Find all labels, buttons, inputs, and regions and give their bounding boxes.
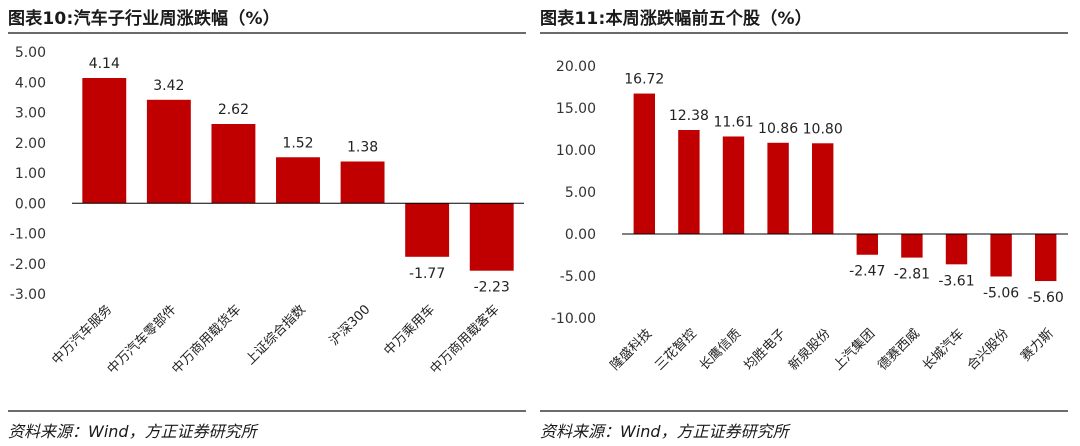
y-tick-label: 3.00 [15,106,46,122]
bar [856,234,879,255]
y-tick-label: 0.00 [15,196,46,212]
category-label: 中万乘用车 [381,302,438,359]
bar [276,157,320,204]
bar [1034,234,1057,282]
category-label: 合兴股份 [965,326,1012,373]
bar [811,143,834,234]
data-label: -2.81 [894,267,930,283]
data-label: 11.61 [713,114,753,130]
source-note: 资料来源：Wind，方正证券研究所 [540,422,789,441]
data-label: 10.86 [758,121,798,137]
category-label: 上汽集团 [830,326,878,374]
chart-panel-right: 图表11:本周涨跌幅前五个股（%） 20.00 15.00 10.00 5.00 0.0… [540,0,1070,446]
bar [767,142,789,234]
data-label: 1.52 [282,135,313,151]
y-tick-label: 15.00 [556,101,596,117]
y-tick-label: -2.00 [10,257,46,273]
data-label: 2.62 [218,102,249,118]
bar [678,130,700,234]
category-label: 上证综合指数 [243,302,309,368]
category-label: 中万汽车服务 [49,302,115,368]
source-note: 资料来源：Wind，方正证券研究所 [8,422,257,441]
category-label: 长城汽车 [919,326,967,374]
data-label: 4.14 [89,56,120,72]
bar [82,78,127,204]
category-label: 长鹰信质 [696,326,744,374]
bar [901,234,923,258]
y-tick-label: 1.00 [15,166,46,182]
y-tick-label: -10.00 [551,311,596,327]
data-label: -3.61 [938,273,974,289]
data-label: -5.60 [1028,290,1064,306]
chart-title: 图表10:汽车子行业周涨跌幅（%） [8,9,280,29]
y-tick-label: 5.00 [565,185,596,201]
y-tick-label: -3.00 [10,287,46,303]
footer-rule [540,410,1068,412]
bar [469,203,514,271]
category-label: 中万商用载货车 [169,302,245,378]
data-label: 16.72 [624,72,664,88]
data-label: -5.06 [983,286,1019,302]
data-label: 12.38 [669,108,709,124]
bar [211,123,256,204]
data-label: -2.47 [849,264,885,280]
y-tick-label: -1.00 [10,227,46,243]
bar [722,136,745,234]
category-label: 中万汽车零部件 [104,302,180,378]
bar-chart-sw-subsectors: 5.00 4.00 3.00 2.00 1.00 0.00 -1.00 -2.00 -3.00 4… [10,45,524,378]
data-label: -1.77 [409,266,445,282]
data-label: -2.23 [474,280,510,296]
category-label: 沪深300 [326,302,373,349]
data-label: 10.80 [803,121,843,137]
data-label: 1.38 [347,140,378,156]
category-label: 均胜电子 [742,326,789,373]
y-tick-label: -5.00 [560,269,596,285]
bar [633,93,656,234]
title-rule [8,32,526,34]
category-label: 新泉股份 [785,326,833,374]
category-label: 三花智控 [652,326,700,374]
y-tick-label: 2.00 [15,136,46,152]
chart-title: 图表11:本周涨跌幅前五个股（%） [540,9,812,29]
category-label: 隆盛科技 [608,326,655,373]
bar [405,203,450,257]
category-label: 中万商用载客车 [427,302,503,378]
chart-panel-left: 图表10:汽车子行业周涨跌幅（%） 5.00 4.00 3.00 2.00 1.00 0.… [8,0,538,446]
footer-rule [8,410,526,412]
data-label: 3.42 [153,78,184,94]
y-tick-label: 0.00 [565,227,596,243]
y-tick-label: 20.00 [556,59,596,75]
bar-chart-top-stocks: 20.00 15.00 10.00 5.00 0.00 -5.00 -10.00 16.72 隆… [551,59,1068,374]
bar [990,234,1012,277]
category-label: 赛力斯 [1018,326,1057,365]
bar [945,234,968,265]
y-tick-label: 4.00 [15,75,46,91]
y-tick-label: 10.00 [556,143,596,159]
y-tick-label: 5.00 [15,45,46,61]
bar [146,99,191,204]
bar [340,161,385,204]
title-rule [540,32,1068,34]
category-label: 德赛西威 [875,326,923,374]
